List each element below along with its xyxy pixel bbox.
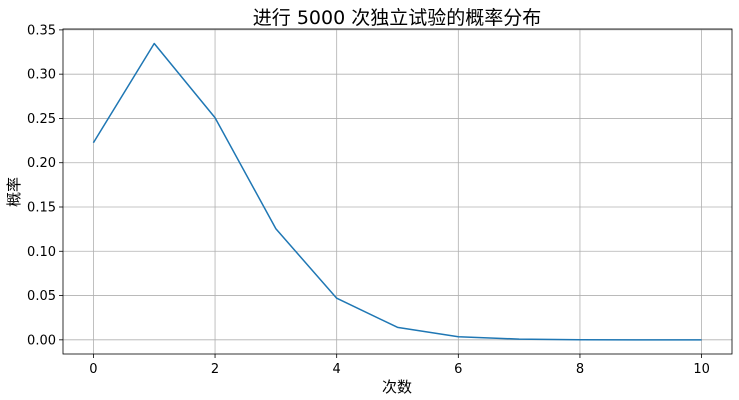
y-tick-label: 0.00: [27, 333, 56, 348]
x-tick-label: 4: [333, 362, 341, 377]
series-layer: [92, 42, 702, 341]
x-tick-label: 6: [454, 362, 462, 377]
y-tick-label: 0.25: [27, 112, 56, 127]
series-line: [92, 42, 702, 341]
chart-title: 进行 5000 次独立试验的概率分布: [253, 7, 541, 29]
y-tick-label: 0.10: [27, 245, 56, 260]
y-tick-label: 0.20: [27, 156, 56, 171]
grid-lines: [63, 29, 732, 354]
x-tick-label: 0: [89, 362, 97, 377]
y-tick-label: 0.30: [27, 68, 56, 83]
x-tick-label: 10: [693, 362, 710, 377]
x-tick-label: 8: [576, 362, 584, 377]
plot-frame: [62, 28, 733, 355]
y-axis-label: 概率: [5, 177, 23, 207]
y-tick-label: 0.15: [27, 200, 56, 215]
y-tick-label: 0.35: [27, 23, 56, 38]
x-axis-label: 次数: [382, 378, 412, 396]
axis-ticks: 0 2 4 6 8 10 0.00 0.05 0.10 0.15 0.20 0.25 0.30 0.35: [27, 23, 710, 377]
x-tick-label: 2: [211, 362, 219, 377]
y-tick-label: 0.05: [27, 289, 56, 304]
